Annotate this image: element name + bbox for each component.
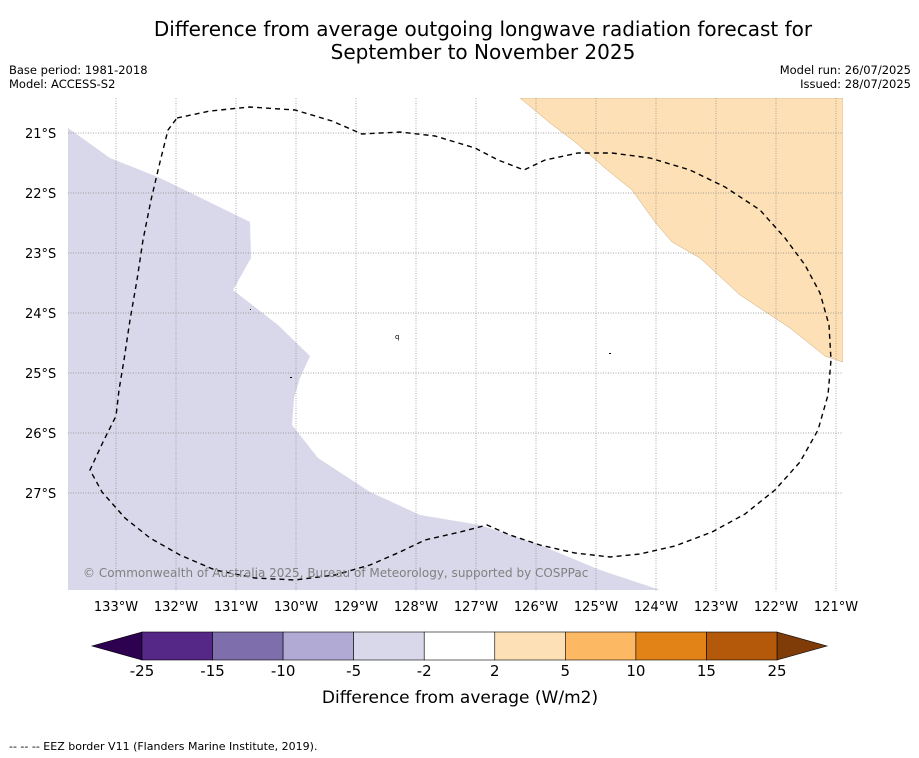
title-line-2: September to November 2025 [330, 40, 636, 64]
longitude-label: 123°W [694, 600, 738, 615]
latitude-label: 25°S [25, 367, 56, 382]
colorbar-bin [706, 631, 778, 661]
island-marker-b [609, 353, 611, 354]
latitude-labels: 21°S 22°S 23°S 24°S 25°S 26°S 27°S [25, 127, 56, 502]
longitude-label: 122°W [754, 600, 798, 615]
latitude-label: 26°S [25, 427, 56, 442]
longitude-label: 133°W [94, 600, 138, 615]
longitude-label: 127°W [454, 600, 498, 615]
colorbar-axis-label: Difference from average (W/m2) [322, 688, 598, 708]
colorbar-tick-label: -2 [417, 662, 432, 680]
colorbar-bin [423, 631, 496, 661]
longitude-label: 128°W [394, 600, 438, 615]
region-negative-anomaly [68, 128, 660, 590]
colorbar-tick-label: -25 [130, 662, 155, 680]
longitude-label: 126°W [514, 600, 558, 615]
colorbar-bin [282, 631, 354, 661]
longitude-label: 125°W [574, 600, 618, 615]
latitude-label: 22°S [25, 187, 56, 202]
longitude-label: 130°W [274, 600, 318, 615]
colorbar-tick-label: -15 [200, 662, 225, 680]
colorbar-bin [212, 631, 284, 661]
latitude-label: 27°S [25, 487, 56, 502]
meta-left: Base period: 1981-2018 Model: ACCESS-S2 [9, 63, 148, 91]
colorbar-tick-label: -5 [346, 662, 361, 680]
colorbar-bins [141, 631, 778, 661]
colorbar-bin [565, 631, 637, 661]
colorbar: -25 -15 -10 -5 -2 2 5 10 15 25 Difference from av… [90, 631, 829, 708]
graticule [68, 98, 843, 591]
longitude-label: 124°W [634, 600, 678, 615]
colorbar-bin [635, 631, 707, 661]
map-title: Difference from average outgoing longwav… [0, 18, 919, 64]
base-period: Base period: 1981-2018 [9, 63, 148, 77]
meta-right: Model run: 26/07/2025 Issued: 28/07/2025 [780, 63, 911, 91]
eez-footnote: -- -- -- EEZ border V11 (Flanders Marine… [9, 740, 318, 753]
latitude-label: 23°S [25, 247, 56, 262]
colorbar-tick-label: 25 [767, 662, 786, 680]
model-run: Model run: 26/07/2025 [779, 63, 911, 77]
longitude-labels: 133°W 132°W 131°W 130°W 129°W 128°W 127°W 126°W… [94, 600, 858, 615]
colorbar-tick-labels: -25 -15 -10 -5 -2 2 5 10 15 25 [130, 662, 787, 680]
colorbar-tick-label: 2 [490, 662, 500, 680]
island-marker-a: q [395, 333, 399, 341]
model-name: Model: ACCESS-S2 [9, 77, 116, 91]
latitude-label: 24°S [25, 307, 56, 322]
colorbar-tick-label: -10 [271, 662, 296, 680]
colorbar-bin [353, 631, 425, 661]
island-marker-d [250, 309, 251, 310]
colorbar-tick-label: 15 [697, 662, 716, 680]
colorbar-tick-label: 10 [626, 662, 645, 680]
longitude-label: 121°W [814, 600, 858, 615]
issued-date: Issued: 28/07/2025 [800, 77, 911, 91]
longitude-label: 131°W [214, 600, 258, 615]
colorbar-tick-label: 5 [561, 662, 571, 680]
longitude-label: 129°W [334, 600, 378, 615]
region-positive-anomaly [519, 98, 843, 363]
colorbar-under-arrow [90, 631, 143, 661]
map-area: q [68, 98, 843, 591]
colorbar-bin [494, 631, 566, 661]
latitude-label: 21°S [25, 127, 56, 142]
colorbar-bin [141, 631, 213, 661]
copyright-notice: © Commonwealth of Australia 2025, Bureau… [83, 566, 588, 580]
longitude-label: 132°W [154, 600, 198, 615]
title-line-1: Difference from average outgoing longwav… [153, 17, 813, 41]
colorbar-over-arrow [776, 631, 829, 661]
eez-border [89, 106, 832, 581]
island-marker-c [290, 377, 292, 378]
